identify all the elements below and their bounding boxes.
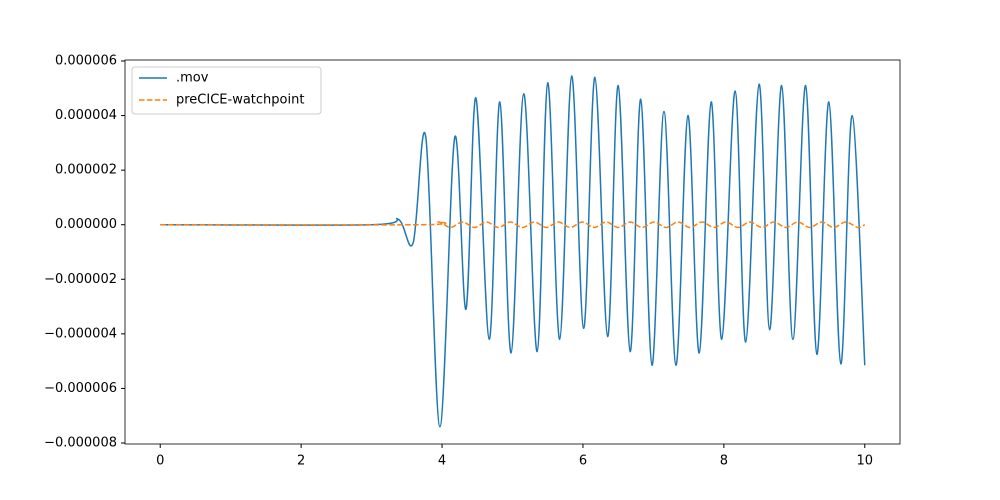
x-tick-label: 6 (579, 454, 587, 469)
y-tick-label: −0.000002 (44, 272, 117, 287)
y-tick-label: 0.000002 (55, 163, 117, 178)
series-line (160, 75, 866, 428)
y-tick-label: −0.000006 (44, 381, 117, 396)
y-tick-label: −0.000008 (44, 436, 117, 451)
legend-label: preCICE-watchpoint (176, 93, 304, 108)
series-line (160, 221, 866, 229)
y-tick-label: 0.000004 (55, 108, 117, 123)
legend-label: .mov (176, 71, 209, 86)
x-tick-label: 8 (720, 454, 728, 469)
x-tick-label: 10 (856, 454, 873, 469)
y-tick-label: −0.000004 (44, 326, 117, 341)
legend-box (131, 66, 322, 115)
x-tick-label: 4 (438, 454, 446, 469)
x-tick-label: 2 (297, 454, 305, 469)
y-tick-label: 0.000000 (55, 217, 117, 232)
y-tick-label: 0.000006 (55, 54, 117, 69)
plot-frame (124, 59, 901, 445)
x-tick-label: 0 (156, 454, 164, 469)
